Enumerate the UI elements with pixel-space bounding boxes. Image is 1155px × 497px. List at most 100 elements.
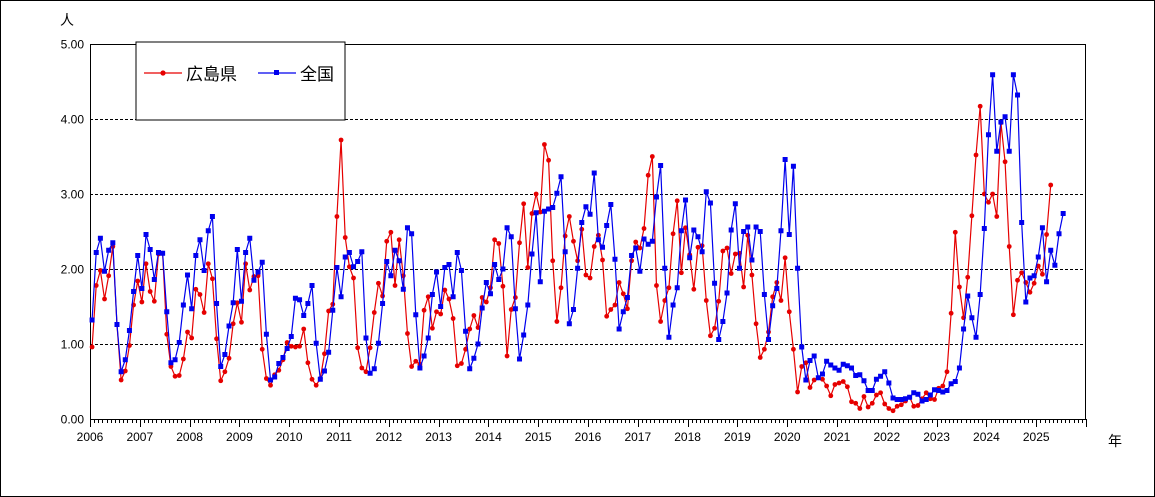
data-point xyxy=(243,250,249,255)
data-point xyxy=(189,335,195,341)
data-point xyxy=(782,255,788,261)
data-point xyxy=(392,247,398,253)
data-point xyxy=(778,298,784,303)
data-point xyxy=(857,372,863,378)
data-point xyxy=(990,72,996,78)
data-point xyxy=(853,373,859,378)
data-point xyxy=(849,399,854,405)
data-point xyxy=(691,227,697,233)
data-point xyxy=(641,226,647,231)
data-point xyxy=(226,355,232,361)
data-point xyxy=(720,319,726,324)
data-point xyxy=(1015,92,1021,98)
data-point xyxy=(633,245,639,251)
data-point xyxy=(180,302,186,308)
data-point xyxy=(907,394,913,400)
data-point xyxy=(508,307,514,312)
data-point xyxy=(625,306,630,312)
data-point xyxy=(463,346,468,352)
data-point xyxy=(454,363,460,369)
data-point xyxy=(197,292,203,297)
data-point xyxy=(828,393,834,399)
data-point xyxy=(799,364,805,369)
data-point xyxy=(367,345,373,351)
data-point xyxy=(774,286,780,291)
data-point xyxy=(674,198,680,204)
data-point xyxy=(786,309,792,315)
series-national xyxy=(89,72,1066,404)
data-point xyxy=(550,205,556,210)
data-point xyxy=(380,301,386,306)
data-point xyxy=(595,237,601,243)
data-point xyxy=(562,249,568,255)
data-point xyxy=(861,378,867,384)
data-point xyxy=(637,245,643,251)
data-point xyxy=(496,241,502,246)
data-point xyxy=(479,305,485,311)
data-point xyxy=(342,235,348,240)
x-tick-label: 2007 xyxy=(126,430,153,444)
data-point xyxy=(658,319,664,324)
data-point xyxy=(927,396,933,402)
data-point xyxy=(388,229,394,235)
data-point xyxy=(521,201,527,207)
data-point xyxy=(1056,231,1062,237)
data-point xyxy=(467,326,473,332)
x-tick-label: 2013 xyxy=(425,430,452,444)
data-point xyxy=(807,385,813,390)
data-point xyxy=(355,259,361,264)
data-point xyxy=(795,265,801,271)
data-point xyxy=(770,303,776,309)
data-point xyxy=(932,387,938,393)
data-point xyxy=(263,331,269,337)
data-point xyxy=(724,245,730,251)
x-tick-label: 2025 xyxy=(1023,430,1050,444)
data-point xyxy=(691,286,697,292)
data-point xyxy=(301,313,307,318)
data-point xyxy=(562,233,568,239)
data-point xyxy=(342,254,348,260)
data-point xyxy=(359,249,365,255)
data-point xyxy=(1019,270,1025,276)
data-point xyxy=(600,257,605,263)
data-point xyxy=(736,265,742,271)
data-point xyxy=(388,273,394,279)
data-point xyxy=(371,310,377,315)
data-point xyxy=(936,388,942,393)
data-point xyxy=(305,301,311,306)
x-tick-label: 2008 xyxy=(176,430,203,444)
data-point xyxy=(525,302,531,308)
data-point xyxy=(102,268,108,274)
data-point xyxy=(201,268,207,273)
data-point xyxy=(1031,273,1037,279)
data-point xyxy=(305,360,311,366)
data-point xyxy=(1002,114,1008,120)
data-point xyxy=(757,229,763,234)
data-point xyxy=(508,234,514,240)
data-point xyxy=(483,299,489,305)
data-point xyxy=(1019,220,1025,225)
data-point xyxy=(633,239,639,245)
data-point xyxy=(413,312,419,318)
data-point xyxy=(97,268,103,273)
data-point xyxy=(708,333,713,339)
data-point xyxy=(956,365,962,371)
data-point xyxy=(276,361,282,366)
data-point xyxy=(703,298,709,303)
data-point xyxy=(1002,159,1008,165)
data-point xyxy=(973,152,979,158)
x-tick-label: 2014 xyxy=(475,430,502,444)
data-point xyxy=(193,286,199,292)
data-point xyxy=(201,310,207,315)
data-point xyxy=(164,309,170,315)
data-point xyxy=(446,296,452,302)
data-point xyxy=(1031,280,1037,286)
data-point xyxy=(911,403,917,409)
y-tick-label: 1.00 xyxy=(61,338,85,352)
data-point xyxy=(865,404,871,410)
data-point xyxy=(384,259,390,264)
data-point xyxy=(272,374,278,380)
data-point xyxy=(139,286,145,291)
data-point xyxy=(317,376,323,382)
data-point xyxy=(770,294,776,300)
